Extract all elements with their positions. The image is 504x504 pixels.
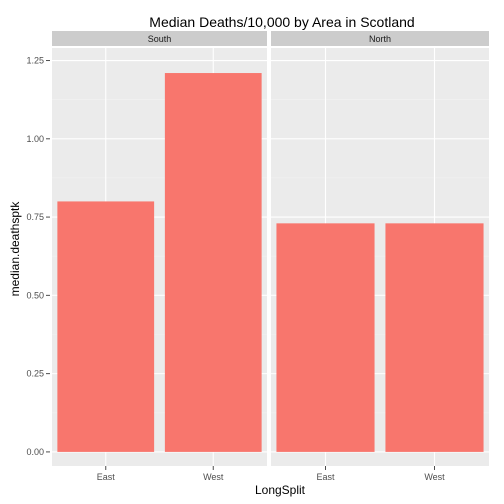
x-tick-label: West — [424, 472, 445, 482]
facet-strip — [271, 31, 489, 46]
y-tick-label: 0.00 — [26, 447, 44, 457]
facet-strip-label: North — [369, 34, 391, 44]
y-tick-label: 1.00 — [26, 134, 44, 144]
y-tick-label: 1.25 — [26, 56, 44, 66]
x-tick-label: East — [97, 472, 116, 482]
x-tick-label: East — [316, 472, 335, 482]
plot-area: 0.00 0.25 0.50 0.75 1.00 1.25 South East West Nor… — [26, 31, 489, 482]
chart-title: Median Deaths/10,000 by Area in Scotland — [149, 14, 414, 30]
y-tick-label: 0.75 — [26, 212, 44, 222]
bar-south-east — [57, 201, 155, 452]
bar-north-east — [276, 223, 375, 452]
facet-strip — [52, 31, 267, 46]
y-tick-label: 0.25 — [26, 369, 44, 379]
y-axis-title: median.deathsptk — [8, 201, 22, 297]
bar-north-west — [385, 223, 484, 452]
x-tick-label: West — [203, 472, 224, 482]
facet-strip-label: South — [148, 34, 172, 44]
bar-south-west — [164, 73, 262, 452]
x-axis-title: LongSplit — [255, 483, 306, 497]
y-tick-label: 0.50 — [26, 290, 44, 300]
